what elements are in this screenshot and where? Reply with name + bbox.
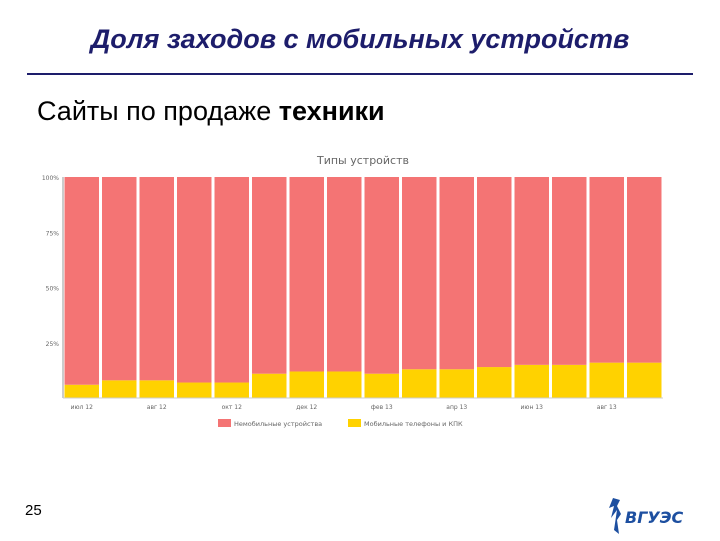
- bar-segment-mobile: [139, 380, 174, 398]
- legend-swatch-nonmobile: [218, 419, 231, 427]
- legend-label-mobile: Мобильные телефоны и КПК: [364, 420, 463, 428]
- bar-segment-mobile: [64, 384, 99, 398]
- bar-segment-nonmobile: [177, 177, 212, 383]
- x-tick-label: авг 12: [147, 404, 167, 411]
- legend-swatch-mobile: [348, 419, 361, 427]
- x-tick-label: авг 13: [597, 404, 617, 411]
- x-tick-label: дек 12: [296, 404, 317, 411]
- bar-segment-mobile: [477, 367, 512, 398]
- chart-svg: Типы устройств 100% 75% 50% 25% июл 12 авг 12 о…: [42, 154, 663, 428]
- page-number: 25: [25, 502, 42, 519]
- chart-title: Типы устройств: [316, 154, 409, 167]
- bar-segment-nonmobile: [627, 177, 662, 363]
- bar-segment-mobile: [589, 362, 624, 398]
- bar-segment-nonmobile: [64, 177, 99, 385]
- bar-segment-nonmobile: [402, 177, 437, 370]
- x-tick-label: фев 13: [371, 404, 393, 411]
- bar-segment-nonmobile: [139, 177, 174, 381]
- x-tick-label: июн 13: [521, 404, 544, 411]
- subtitle-text: Сайты по продаже: [37, 96, 279, 126]
- y-tick-label: 100%: [42, 175, 59, 182]
- bar-segment-mobile: [177, 382, 212, 398]
- slide-subtitle: Сайты по продаже техники: [37, 96, 385, 127]
- bar-segment-nonmobile: [552, 177, 587, 365]
- x-tick-label: окт 12: [222, 404, 243, 411]
- bar-segment-mobile: [439, 369, 474, 398]
- subtitle-emphasis: техники: [278, 96, 385, 126]
- y-tick-label: 50%: [46, 286, 60, 293]
- bar-segment-mobile: [102, 380, 137, 398]
- y-tick-label: 75%: [46, 230, 60, 237]
- y-tick-label: 25%: [46, 341, 60, 348]
- bar-segment-nonmobile: [102, 177, 137, 381]
- title-divider: [27, 73, 693, 75]
- logo-text: ВГУЭС: [625, 508, 683, 527]
- bar-segment-mobile: [289, 371, 324, 398]
- device-types-chart: Типы устройств 100% 75% 50% 25% июл 12 авг 12 о…: [0, 140, 720, 440]
- bar-segment-mobile: [552, 364, 587, 398]
- bar-segment-nonmobile: [252, 177, 287, 374]
- bar-segment-mobile: [402, 369, 437, 398]
- slide-title: Доля заходов с мобильных устройств: [90, 24, 630, 54]
- bar-segment-mobile: [252, 373, 287, 398]
- legend-label-nonmobile: Немобильные устройства: [234, 420, 322, 428]
- bar-segment-nonmobile: [289, 177, 324, 372]
- bar-segment-mobile: [327, 371, 362, 398]
- bar-segment-nonmobile: [327, 177, 362, 372]
- bar-segment-nonmobile: [439, 177, 474, 370]
- logo-icon: ВГУЭС: [609, 498, 683, 534]
- bar-segment-mobile: [514, 364, 549, 398]
- bar-segment-mobile: [627, 362, 662, 398]
- x-tick-label: июл 12: [71, 404, 94, 411]
- bar-segment-nonmobile: [477, 177, 512, 368]
- bar-segment-mobile: [364, 373, 399, 398]
- bar-segment-nonmobile: [364, 177, 399, 374]
- university-logo: ВГУЭС: [605, 496, 695, 536]
- bar-segment-nonmobile: [214, 177, 249, 383]
- bar-segment-mobile: [214, 382, 249, 398]
- bar-segment-nonmobile: [589, 177, 624, 363]
- x-tick-label: апр 13: [446, 404, 467, 411]
- bar-segment-nonmobile: [514, 177, 549, 365]
